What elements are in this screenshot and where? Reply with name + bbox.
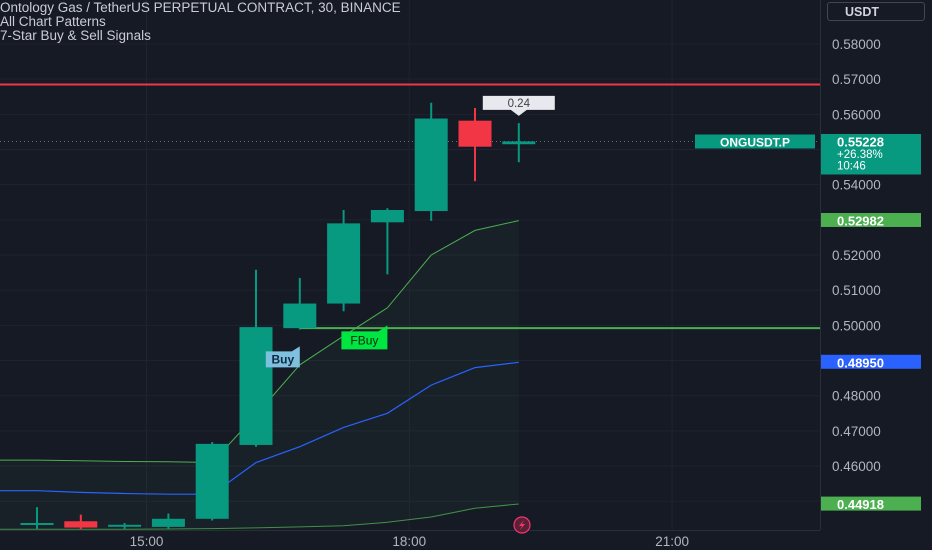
y-tick-label: 0.58000 — [832, 37, 881, 52]
x-tick-label: 15:00 — [130, 534, 164, 549]
buy-signal-label[interactable] — [265, 346, 300, 368]
symbol-tag-text: ONGUSDT.P — [720, 135, 790, 149]
price-tag[interactable] — [821, 212, 921, 227]
candle-up[interactable] — [327, 223, 361, 304]
candle-up[interactable] — [195, 443, 229, 519]
candle-up[interactable] — [151, 518, 185, 527]
y-tick-label: 0.51000 — [832, 283, 881, 298]
indicator-all-chart-patterns[interactable]: All Chart Patterns — [0, 14, 106, 29]
candle-down[interactable] — [64, 521, 98, 528]
indicator-7-star-signals[interactable]: 7-Star Buy & Sell Signals — [0, 28, 151, 43]
candle-up[interactable] — [414, 118, 448, 212]
middle-band-line — [0, 361, 519, 495]
y-tick-label: 0.46000 — [832, 459, 881, 474]
price-tag-extra: +26.38% — [837, 149, 883, 161]
candle-up[interactable] — [283, 303, 317, 329]
price-tag[interactable] — [821, 354, 921, 369]
candle-down[interactable] — [458, 120, 492, 147]
buy-signal-text: Buy — [271, 352, 294, 366]
y-tick-label: 0.54000 — [832, 178, 881, 193]
fbuy-signal-text: FBuy — [350, 333, 378, 347]
price-tag[interactable] — [821, 496, 921, 511]
fbuy-signal-label[interactable] — [341, 325, 388, 350]
y-tick-label: 0.52000 — [832, 248, 881, 263]
currency-selector-button[interactable]: USDT — [827, 2, 925, 21]
x-tick-label: 21:00 — [655, 534, 689, 549]
price-tag-extra: 10:46 — [837, 160, 866, 172]
candle-up[interactable] — [108, 524, 142, 527]
callout-label[interactable] — [482, 95, 555, 116]
callout-text: 0.24 — [508, 98, 531, 110]
y-tick-label: 0.57000 — [832, 72, 881, 87]
price-tag-value: 0.55228 — [837, 134, 884, 149]
y-tick-label: 0.50000 — [832, 318, 881, 333]
chart-title: Ontology Gas / TetherUS PERPETUAL CONTRA… — [0, 0, 401, 15]
candle-up[interactable] — [239, 327, 273, 445]
price-tag-value: 0.44918 — [837, 497, 884, 512]
y-tick-label: 0.47000 — [832, 424, 881, 439]
candle-up[interactable] — [502, 141, 536, 145]
price-tag-value: 0.52982 — [837, 213, 884, 228]
price-tag[interactable] — [821, 133, 921, 175]
symbol-tag[interactable] — [695, 134, 815, 149]
price-axis[interactable] — [821, 0, 932, 550]
candle-up[interactable] — [20, 523, 54, 526]
y-tick-label: 0.48000 — [832, 389, 881, 404]
y-tick-label: 0.56000 — [832, 107, 881, 122]
lightning-glyph — [519, 520, 525, 530]
band-fill — [0, 220, 519, 530]
candle-up[interactable] — [370, 210, 404, 223]
x-tick-label: 18:00 — [392, 534, 426, 549]
price-tag-value: 0.48950 — [837, 355, 884, 370]
